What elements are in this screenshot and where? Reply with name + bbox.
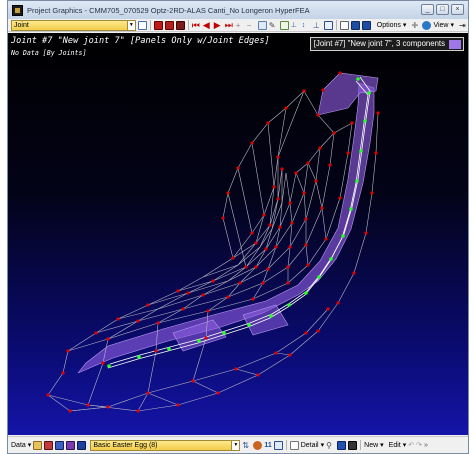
options-menu[interactable]: Options (376, 21, 401, 29)
view-chevron-icon[interactable]: ▾ (450, 22, 454, 29)
palette-icon[interactable] (253, 440, 263, 450)
detail-chevron-icon[interactable]: ▾ (320, 442, 325, 449)
new-chevron-icon[interactable]: ▾ (380, 442, 384, 449)
grid-icon[interactable] (137, 20, 147, 30)
next-icon[interactable]: ▶ (213, 19, 221, 30)
detail-menu[interactable]: Detail (300, 441, 319, 449)
minimize-button[interactable]: _ (421, 4, 434, 15)
preset-select-value: Basic Easter Egg (8) (93, 441, 158, 449)
previous-icon[interactable]: ◀ (202, 19, 210, 30)
overflow-icon[interactable]: » (424, 441, 428, 449)
sort-icon[interactable]: ⇅ (242, 440, 250, 450)
view-menu[interactable]: View (433, 21, 449, 29)
view-icon (422, 20, 432, 30)
joint-nodes (46, 71, 380, 413)
last-icon[interactable]: ⏭ (224, 19, 233, 30)
toolbar-separator (187, 20, 189, 30)
lower-panel (172, 319, 227, 352)
edit-menu[interactable]: Edit (388, 441, 401, 449)
top-toolbar: Joint ▼ ⏮ ◀ ▶ ⏭ + − ✎ ⊥ ↕ ⊥ Options ▾ ✛ … (8, 19, 468, 32)
chart-icon[interactable] (361, 20, 371, 30)
table-blue-icon[interactable] (55, 440, 65, 450)
map-icon[interactable] (279, 20, 289, 30)
counter-label: 11 (264, 441, 272, 449)
table-red-icon[interactable] (44, 440, 54, 450)
project-graphics-window: Project Graphics - CMM705_070529 Optz-2R… (7, 0, 469, 454)
joint-panels (77, 72, 379, 374)
title-bar: Project Graphics - CMM705_070529 Optz-2R… (8, 1, 468, 19)
toolbar-separator (285, 440, 287, 450)
new-menu[interactable]: New (364, 441, 379, 449)
detail-icon (289, 440, 299, 450)
scale-icon[interactable]: ↕ (301, 21, 306, 29)
first-icon[interactable]: ⏮ (191, 19, 200, 30)
pin-icon[interactable]: ⇥ (459, 20, 466, 30)
graphics-viewport[interactable]: Joint #7 "New joint 7" [Panels Only w/Jo… (8, 33, 468, 435)
table-dark-icon[interactable] (77, 440, 87, 450)
filter-icon[interactable] (350, 20, 360, 30)
viewport-title: Joint #7 "New joint 7" [Panels Only w/Jo… (11, 36, 270, 46)
fea-mesh-canvas (46, 71, 380, 413)
folder-icon[interactable] (33, 440, 43, 450)
selected-joint-nodes (107, 77, 371, 368)
plus-icon[interactable]: + (235, 20, 241, 30)
crosshair-icon[interactable]: ✛ (411, 20, 419, 30)
minus-icon[interactable]: − (246, 20, 252, 30)
selection-badge: [Joint #7] "New joint 7", 3 components (309, 37, 464, 51)
screen-icon[interactable] (273, 440, 283, 450)
mode-select-value: Joint (14, 21, 29, 29)
toolbar-separator (360, 440, 362, 450)
data-chevron-icon[interactable]: ▾ (27, 442, 32, 449)
data-menu[interactable]: Data (11, 441, 26, 449)
viewport-subtitle: No Data [By Joints] (11, 49, 87, 57)
screen-icon[interactable] (323, 20, 333, 30)
redo-icon[interactable]: ↷ (416, 442, 422, 449)
bottom-toolbar: Data ▾ Basic Easter Egg (8) ▼ ⇅ 11 Detai… (8, 436, 468, 453)
dark-block-icon[interactable] (175, 20, 185, 30)
pencil-icon[interactable]: ✎ (268, 20, 276, 30)
chevron-down-icon: ▼ (126, 20, 135, 30)
options-chevron-icon[interactable]: ▾ (402, 22, 407, 29)
mode-select[interactable]: Joint ▼ (11, 19, 136, 31)
red-block-icon[interactable] (164, 20, 174, 30)
red-square-icon[interactable] (153, 20, 163, 30)
close-button[interactable]: × (451, 4, 464, 15)
selection-badge-text: [Joint #7] "New joint 7", 3 components (313, 39, 445, 48)
window-icon[interactable] (339, 20, 349, 30)
chevron-down-icon: ▼ (231, 440, 240, 450)
toolbar-separator (149, 20, 151, 30)
undo-icon[interactable]: ↶ (408, 442, 415, 449)
view-grid-icon[interactable] (257, 20, 267, 30)
axis-icon[interactable]: ⊥ (290, 21, 297, 29)
selected-joint-edges (107, 76, 371, 369)
app-icon (12, 4, 23, 16)
table-purple-icon[interactable] (66, 440, 76, 450)
preset-select[interactable]: Basic Easter Egg (8) ▼ (90, 439, 241, 451)
save-icon[interactable] (337, 440, 347, 450)
toolbar-separator (335, 20, 337, 30)
window-title: Project Graphics - CMM705_070529 Optz-2R… (27, 5, 310, 15)
maximize-button[interactable]: □ (436, 4, 449, 15)
link-icon[interactable]: ⚲ (326, 440, 332, 450)
window-controls: _ □ × (421, 4, 464, 15)
edit-chevron-icon[interactable]: ▾ (402, 442, 407, 449)
camera-icon[interactable] (348, 440, 358, 450)
measure-icon[interactable]: ⊥ (312, 20, 320, 30)
component-color-swatch (449, 40, 461, 49)
